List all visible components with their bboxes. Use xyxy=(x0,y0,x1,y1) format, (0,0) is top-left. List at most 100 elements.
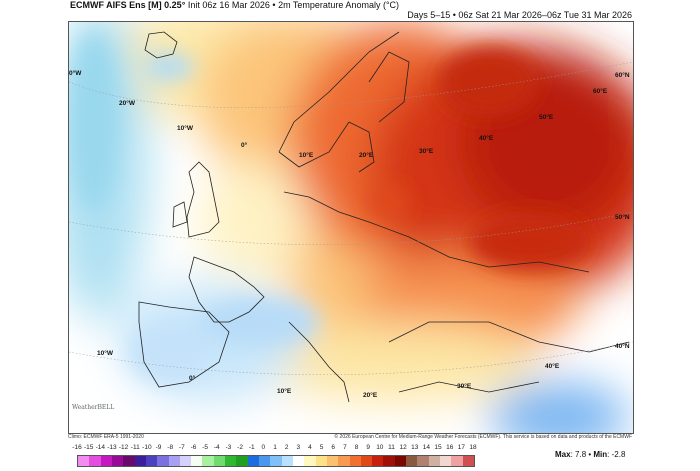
colorbar-swatch xyxy=(123,456,135,466)
colorbar-tick-label: 2 xyxy=(284,444,289,451)
colorbar-tick-label: 18 xyxy=(469,444,477,451)
watermark-logo: WeatherBELL xyxy=(72,404,115,411)
degree-mark: ° xyxy=(181,0,186,10)
colorbar-swatch xyxy=(100,456,112,466)
colorbar-swatch xyxy=(440,456,452,466)
colorbar-swatch xyxy=(89,456,101,466)
colorbar-tick-label: 11 xyxy=(388,444,395,451)
colorbar-tick-label: -8 xyxy=(167,444,174,451)
grid-label: 10°E xyxy=(299,152,314,159)
colorbar-tick-label: 16 xyxy=(446,444,454,451)
colorbar-tick-label: -12 xyxy=(118,444,129,451)
colorbar-tick-label: -11 xyxy=(130,444,140,451)
colorbar-swatch xyxy=(428,456,440,466)
colorbar-swatch xyxy=(168,456,180,466)
colorbar-ticks: -16 -15 -14 -13 -12 -11 -10 -9 -8 -7 -6 -5 -4 -3 -2 -1 0… xyxy=(72,444,477,454)
grid-label: 0° xyxy=(189,375,196,382)
colorbar-swatch xyxy=(304,456,316,466)
grid-label: 30°E xyxy=(457,383,472,390)
colorbar-swatch xyxy=(179,456,192,466)
anomaly-map: 0°W 20°W 10°W 0° 10°E 20°E 30°E 40°E 50°… xyxy=(68,21,634,434)
grid-label: 0°W xyxy=(69,70,82,77)
colorbar-swatch xyxy=(383,456,395,466)
colorbar xyxy=(77,455,475,467)
colorbar-swatch xyxy=(372,456,384,466)
grid-label: 30°E xyxy=(419,148,434,155)
chart-title: ECMWF AIFS Ens [M] 0.25° Init 06z 16 Mar… xyxy=(70,0,399,10)
graticule xyxy=(69,61,633,375)
grid-label: 60°N xyxy=(615,72,630,79)
coastlines xyxy=(138,31,630,403)
colorbar-tick-label: 15 xyxy=(434,444,442,451)
colorbar-swatch xyxy=(202,456,214,466)
colorbar-swatch xyxy=(315,456,327,466)
colorbar-tick-label: -14 xyxy=(95,444,105,451)
colorbar-swatch xyxy=(462,456,474,466)
colorbar-swatch xyxy=(451,456,463,466)
max-label: Max xyxy=(555,450,571,459)
colorbar-tick-label: -1 xyxy=(248,444,255,451)
colorbar-tick-label: 13 xyxy=(411,444,419,451)
colorbar-tick-label: 1 xyxy=(273,444,277,451)
colorbar-swatch xyxy=(417,456,429,466)
separator: • xyxy=(272,0,276,10)
colorbar-swatch xyxy=(145,456,158,466)
colorbar-swatch xyxy=(394,456,407,466)
grid-label: 10°W xyxy=(97,350,113,357)
colorbar-swatch xyxy=(292,456,305,466)
colorbar-tick-label: 5 xyxy=(319,444,324,451)
grid-label: 50°N xyxy=(615,214,630,221)
colorbar-swatch xyxy=(406,456,418,466)
colorbar-tick-label: 7 xyxy=(343,444,347,451)
max-min-readout: Max: 7.8 • Min: -2.8 xyxy=(555,450,626,459)
min-value: -2.8 xyxy=(611,450,626,459)
colorbar-swatch xyxy=(111,456,124,466)
grid-label: 20°E xyxy=(359,152,374,159)
colorbar-tick-label: -13 xyxy=(107,444,117,451)
colorbar-tick-label: 6 xyxy=(331,444,336,451)
colorbar-swatch xyxy=(326,456,339,466)
colorbar-tick-label: -3 xyxy=(225,444,232,451)
colorbar-swatch xyxy=(191,456,203,466)
climo-note: Climo: ECMWF ERA-5 1991-2020 xyxy=(68,434,144,440)
grid-label: 10°W xyxy=(177,125,193,132)
colorbar-tick-label: 10 xyxy=(376,444,384,451)
map-canvas xyxy=(69,22,633,433)
grid-label: 10°E xyxy=(277,388,292,395)
grid-label: 0° xyxy=(241,142,248,149)
colorbar-swatch xyxy=(78,456,90,466)
grid-label: 40°E xyxy=(479,135,494,142)
colorbar-swatch xyxy=(225,456,237,466)
min-label: Min xyxy=(593,450,608,459)
grid-label: 20°W xyxy=(119,100,135,107)
colorbar-swatch xyxy=(281,456,293,466)
grid-label: 60°E xyxy=(593,88,608,95)
init-time: Init 06z 16 Mar 2026 xyxy=(187,0,270,10)
colorbar-tick-label: 0 xyxy=(261,444,266,451)
grid-label: 40°E xyxy=(545,363,560,370)
valid-period: Days 5–15 • 06z Sat 21 Mar 2026–06z Tue … xyxy=(407,10,632,20)
colorbar-tick-label: 14 xyxy=(422,444,431,451)
max-value: 7.8 xyxy=(575,450,587,459)
colorbar-swatch xyxy=(360,456,373,466)
colorbar-swatch xyxy=(259,456,271,466)
copyright-note: © 2026 European Centre for Medium-Range … xyxy=(334,434,632,440)
colorbar-swatch xyxy=(236,456,248,466)
grid-label: 20°E xyxy=(363,392,378,399)
colorbar-tick-label: -6 xyxy=(190,444,197,451)
colorbar-swatch xyxy=(349,456,361,466)
colorbar-swatch xyxy=(247,456,259,466)
colorbar-tick-label: -4 xyxy=(213,444,220,451)
colorbar-swatch xyxy=(134,456,146,466)
colorbar-tick-label: -2 xyxy=(237,444,243,451)
colorbar-tick-label: 8 xyxy=(354,444,359,451)
colorbar-tick-label: -15 xyxy=(83,444,94,451)
colorbar-tick-label: -16 xyxy=(72,444,82,451)
colorbar-swatch xyxy=(338,456,350,466)
variable-name: 2m Temperature Anomaly (°C) xyxy=(278,0,400,10)
anomaly-detail xyxy=(69,32,589,382)
colorbar-tick-label: 4 xyxy=(308,444,312,451)
colorbar-tick-label: -9 xyxy=(155,444,162,451)
colorbar-swatch xyxy=(157,456,169,466)
colorbar-tick-label: 3 xyxy=(296,444,301,451)
